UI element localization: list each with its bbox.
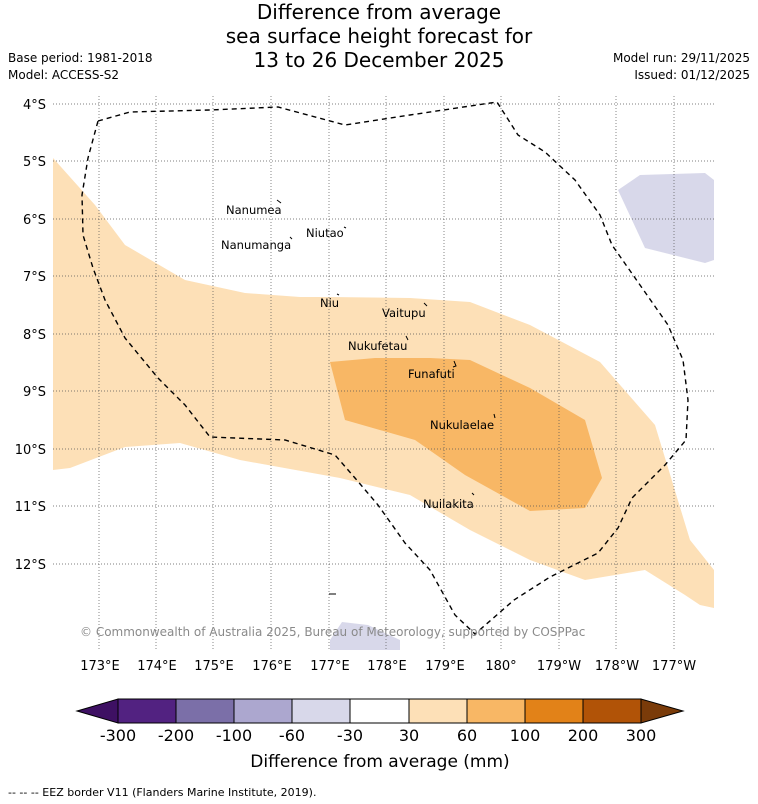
colorbar-swatch: [350, 699, 409, 723]
gridlines: [53, 96, 714, 650]
colorbar-swatch: [234, 699, 292, 723]
place-nanumea: Nanumea: [226, 203, 282, 217]
anomaly-region-negative-s: [330, 622, 400, 650]
colorbar: -300 -200 -100 -60 -30 30 60 100 200 300…: [75, 698, 685, 772]
anomaly-region-negative-ne: [618, 173, 714, 263]
colorbar-swatch: [583, 699, 641, 723]
colorbar-swatch: [525, 699, 583, 723]
latitude-axis: 4°S 5°S 6°S 7°S 8°S 9°S 10°S 11°S 12°S: [15, 98, 46, 573]
lon-label: 174°E: [137, 659, 177, 674]
title-line-1: Difference from average: [256, 0, 502, 24]
issued-date: Issued: 01/12/2025: [634, 68, 750, 82]
colorbar-title: Difference from average (mm): [250, 752, 509, 772]
lat-label: 12°S: [15, 558, 46, 573]
lon-label: 178°E: [367, 659, 407, 674]
islands: [276, 199, 496, 595]
place-niutao: Niutao: [306, 226, 344, 240]
base-period: Base period: 1981-2018: [8, 51, 153, 65]
place-nukulaelae: Nukulaelae: [430, 418, 494, 432]
meta-left: Base period: 1981-2018 Model: ACCESS-S2: [8, 50, 153, 84]
colorbar-tick-label: -60: [279, 726, 305, 745]
model-run: Model run: 29/11/2025: [612, 51, 750, 65]
anomaly-region-60-100: [330, 358, 602, 511]
island-nanumea-shape: [276, 199, 282, 204]
colorbar-swatch: [176, 699, 234, 723]
lon-label: 180°: [485, 659, 516, 674]
place-funafuti: Funafuti: [408, 367, 455, 381]
colorbar-swatch: [409, 699, 467, 723]
island-vaitupu-shape: [423, 302, 428, 307]
lat-label: 4°S: [23, 98, 46, 113]
lat-label: 6°S: [23, 213, 46, 228]
eez-border: [81, 101, 689, 635]
island-nuilakita-shape: [471, 492, 475, 496]
colorbar-tick-label: 300: [626, 726, 657, 745]
colorbar-ticks: -300 -200 -100 -60 -30 30 60 100 200 300: [100, 726, 656, 745]
lon-label: 179°E: [425, 659, 465, 674]
lat-label: 8°S: [23, 328, 46, 343]
lon-label: 177°E: [310, 659, 350, 674]
place-nanumanga: Nanumanga: [221, 238, 291, 252]
lon-label: 175°E: [194, 659, 234, 674]
colorbar-tick-label: 200: [568, 726, 599, 745]
meta-right: Model run: 29/11/2025 Issued: 01/12/2025: [613, 50, 750, 84]
island-funafuti-shape: [452, 360, 457, 368]
colorbar-tick-label: -30: [337, 726, 363, 745]
lat-label: 11°S: [15, 500, 46, 515]
colorbar-tick-label: -300: [100, 726, 136, 745]
lat-label: 10°S: [15, 443, 46, 458]
colorbar-swatch: [292, 699, 350, 723]
lon-label: 176°E: [252, 659, 292, 674]
lat-label: 7°S: [23, 270, 46, 285]
island-niu-shape: [336, 293, 340, 296]
lat-label: 5°S: [23, 155, 46, 170]
island-nanumanga-shape: [289, 236, 293, 240]
colorbar-tick-label: -100: [216, 726, 252, 745]
lon-label: 173°E: [80, 659, 120, 674]
colorbar-swatch: [467, 699, 525, 723]
island-nukulaelae-shape: [493, 413, 496, 419]
colorbar-swatch: [118, 699, 176, 723]
lon-label: 179°W: [537, 659, 581, 674]
colorbar-tick-label: 30: [399, 726, 419, 745]
colorbar-tick-label: 60: [457, 726, 477, 745]
map-area: Nanumea Nanumanga Niutao Niu Vaitupu Nuk…: [53, 96, 714, 650]
place-vaitupu: Vaitupu: [382, 306, 426, 320]
model-name: Model: ACCESS-S2: [8, 68, 120, 82]
place-labels: Nanumea Nanumanga Niutao Niu Vaitupu Nuk…: [221, 203, 494, 511]
island-nukufetau-shape: [405, 335, 409, 341]
title-line-2: sea surface height forecast for: [225, 24, 533, 48]
lon-label: 178°W: [595, 659, 639, 674]
eez-legend-footer: -- -- -- EEZ border V11 (Flanders Marine…: [8, 786, 317, 799]
place-nukufetau: Nukufetau: [348, 339, 407, 353]
longitude-axis: 173°E 174°E 175°E 176°E 177°E 178°E 179°…: [80, 659, 696, 674]
lon-label: 177°W: [652, 659, 696, 674]
place-nuilakita: Nuilakita: [423, 497, 474, 511]
island-niutao-shape: [343, 226, 347, 229]
place-niu: Niu: [320, 296, 339, 310]
map-title: Difference from average sea surface heig…: [0, 0, 758, 72]
lat-label: 9°S: [23, 385, 46, 400]
colorbar-tick-label: 100: [510, 726, 541, 745]
colorbar-dividers: [117, 698, 642, 724]
copyright-notice: © Commonwealth of Australia 2025, Bureau…: [80, 625, 585, 639]
colorbar-tick-label: -200: [158, 726, 194, 745]
title-line-3: 13 to 26 December 2025: [253, 48, 505, 72]
colorbar-extend-low: [75, 698, 119, 724]
colorbar-extend-high: [640, 698, 685, 724]
